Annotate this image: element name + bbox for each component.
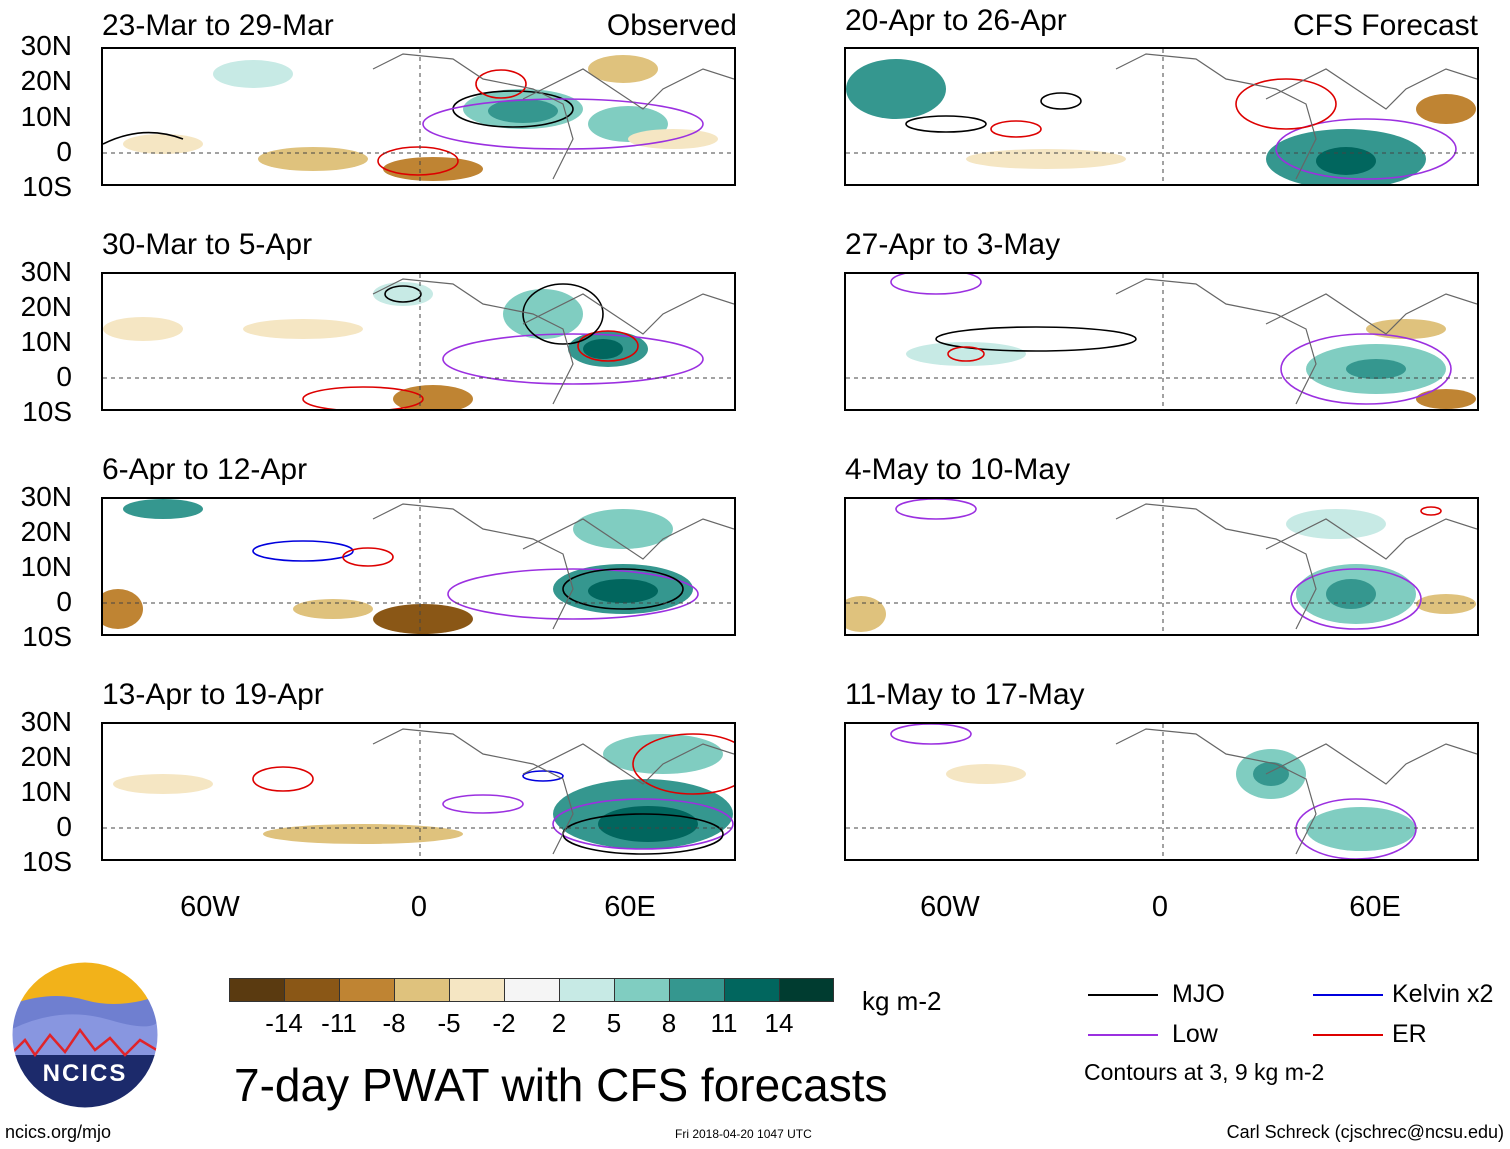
map-panel-observed-3 <box>101 497 736 636</box>
panel-title-1: 23-Mar to 29-Mar <box>102 9 334 42</box>
lat-label: 10N <box>20 101 72 132</box>
ncics-logo: NCICS <box>10 960 160 1110</box>
colorbar-tick: -5 <box>437 1008 461 1038</box>
panel-title-8: 11-May to 17-May <box>845 678 1085 711</box>
legend-label-er: ER <box>1392 1020 1427 1048</box>
legend-line-er <box>1313 1034 1383 1036</box>
panel-title-2: 30-Mar to 5-Apr <box>102 228 313 261</box>
lon-label: 60E <box>1349 891 1401 923</box>
colorbar-swatch <box>614 978 670 1002</box>
lon-label: 60W <box>920 891 980 923</box>
lat-label: 0 <box>56 361 72 392</box>
legend-line-mjo <box>1088 994 1158 996</box>
colorbar-units: kg m-2 <box>862 986 942 1016</box>
lat-label: 30N <box>20 256 72 287</box>
legend-line-low <box>1088 1034 1158 1036</box>
colorbar-swatch <box>559 978 615 1002</box>
lat-label: 10S <box>22 846 72 877</box>
legend-line-kelvin <box>1313 994 1383 996</box>
logo-text: NCICS <box>42 1060 128 1087</box>
lat-label: 10S <box>22 396 72 427</box>
colorbar-tick: -2 <box>492 1008 516 1038</box>
legend-label-low: Low <box>1172 1020 1218 1048</box>
lat-label: 0 <box>56 136 72 167</box>
colorbar-tick: 8 <box>661 1008 677 1038</box>
colorbar-swatch <box>394 978 450 1002</box>
colorbar-tick: -11 <box>321 1008 357 1038</box>
colorbar-tick: -8 <box>382 1008 406 1038</box>
map-panel-observed-1 <box>101 47 736 186</box>
panel-title-5: 20-Apr to 26-Apr <box>845 4 1067 37</box>
lat-label: 0 <box>56 811 72 842</box>
panel-title-3: 6-Apr to 12-Apr <box>102 453 308 486</box>
lat-label: 30N <box>20 706 72 737</box>
map-panel-forecast-3 <box>844 497 1479 636</box>
lon-label: 60E <box>604 891 656 923</box>
footer-author: Carl Schreck (cjschrec@ncsu.edu) <box>1226 1122 1504 1142</box>
colorbar-swatch <box>229 978 285 1002</box>
colorbar-swatch <box>339 978 395 1002</box>
map-panel-observed-4 <box>101 722 736 861</box>
colorbar-tick: -14 <box>265 1008 303 1038</box>
lat-label: 20N <box>20 65 72 96</box>
colorbar-tick: 14 <box>764 1008 794 1038</box>
colorbar <box>229 978 834 1002</box>
colorbar-swatch <box>284 978 340 1002</box>
lat-label: 10S <box>22 621 72 652</box>
legend-note: Contours at 3, 9 kg m-2 <box>1084 1059 1325 1085</box>
lat-label: 10S <box>22 171 72 202</box>
map-panel-forecast-4 <box>844 722 1479 861</box>
legend-label-mjo: MJO <box>1172 980 1225 1008</box>
lat-label: 20N <box>20 291 72 322</box>
lat-label: 0 <box>56 586 72 617</box>
panel-title-7: 4-May to 10-May <box>845 453 1071 486</box>
colorbar-swatch <box>724 978 780 1002</box>
lon-label: 0 <box>410 891 428 923</box>
colorbar-tick: 5 <box>606 1008 622 1038</box>
lon-label: 60W <box>180 891 240 923</box>
lat-label: 10N <box>20 551 72 582</box>
panel-title-6: 27-Apr to 3-May <box>845 228 1061 261</box>
main-title: 7-day PWAT with CFS forecasts <box>234 1059 888 1111</box>
lat-label: 10N <box>20 326 72 357</box>
cfs-forecast-label: CFS Forecast <box>1292 9 1478 42</box>
lat-label: 20N <box>20 516 72 547</box>
footer-url[interactable]: ncics.org/mjo <box>5 1122 112 1142</box>
map-panel-observed-2 <box>101 272 736 411</box>
lon-label: 0 <box>1151 891 1169 923</box>
colorbar-tick: 2 <box>551 1008 567 1038</box>
lat-label: 20N <box>20 741 72 772</box>
footer-timestamp: Fri 2018-04-20 1047 UTC <box>675 1127 812 1141</box>
legend-label-kelvin: Kelvin x2 <box>1392 980 1494 1008</box>
lat-label: 30N <box>20 481 72 512</box>
colorbar-swatch <box>669 978 725 1002</box>
observed-label: Observed <box>606 9 737 42</box>
lat-label: 10N <box>20 776 72 807</box>
colorbar-tick: 11 <box>710 1008 738 1038</box>
colorbar-swatch <box>504 978 560 1002</box>
map-panel-forecast-1 <box>844 47 1479 186</box>
panel-title-4: 13-Apr to 19-Apr <box>102 678 324 711</box>
lat-label: 30N <box>20 30 72 61</box>
map-panel-forecast-2 <box>844 272 1479 411</box>
colorbar-swatch <box>449 978 505 1002</box>
colorbar-swatch <box>779 978 834 1002</box>
